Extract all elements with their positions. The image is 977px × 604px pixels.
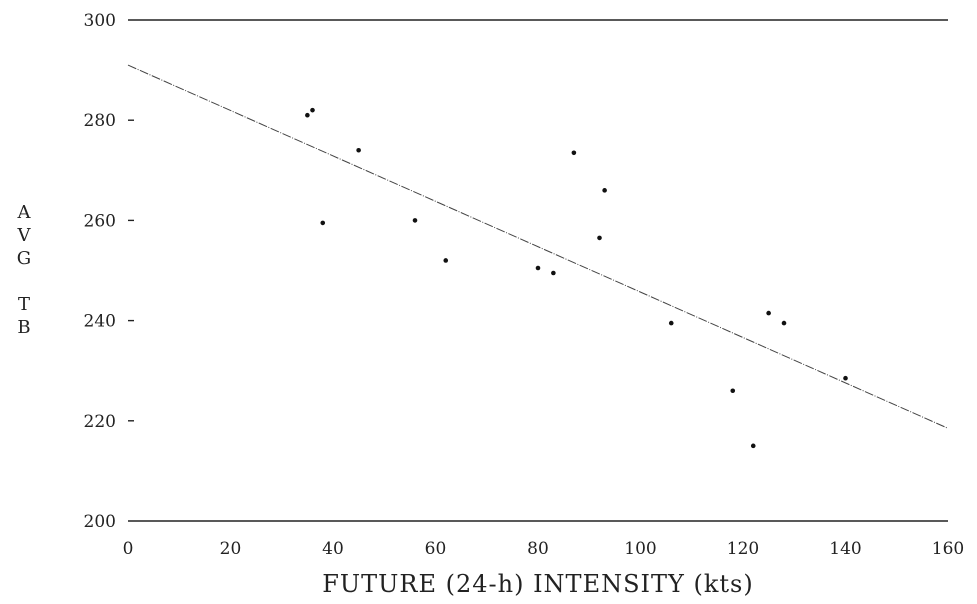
x-tick-label: 80	[527, 539, 549, 559]
y-axis-label-letter: G	[17, 248, 31, 269]
x-tick-label: 40	[322, 539, 344, 559]
axes	[128, 19, 948, 522]
y-tick-label: 300	[84, 11, 116, 31]
data-point	[310, 107, 315, 113]
y-axis-label-letter: V	[17, 225, 32, 246]
regression-line	[127, 64, 949, 429]
x-tick-label: 120	[727, 539, 759, 559]
data-point	[551, 270, 556, 276]
data-point	[750, 443, 756, 449]
y-axis-label: AVG TB	[17, 202, 32, 338]
x-tick-label: 0	[123, 539, 134, 559]
y-axis-label-letter: T	[18, 294, 30, 315]
x-tick-label: 140	[829, 539, 861, 559]
data-point	[320, 220, 326, 226]
x-tick-label: 20	[220, 539, 242, 559]
x-tick-label: 160	[932, 539, 964, 559]
data-point	[602, 188, 607, 193]
y-axis-label-letter: B	[17, 317, 30, 338]
data-point	[597, 235, 602, 241]
data-point	[730, 388, 736, 394]
y-tick-label: 220	[84, 412, 116, 432]
data-point	[781, 320, 787, 326]
y-tick-label: 240	[84, 312, 116, 332]
data-point	[571, 150, 577, 156]
data-point	[356, 147, 361, 153]
data-point	[305, 112, 310, 118]
tick-labels: 200 220 240 260 280 300 0 20 40 60 80 100 120 140 160	[84, 11, 965, 559]
y-tick-label: 200	[84, 512, 116, 532]
data-point	[766, 310, 771, 316]
data-point	[668, 320, 674, 326]
data-points	[305, 107, 848, 449]
data-point	[412, 218, 418, 223]
data-point	[535, 265, 541, 271]
data-point	[443, 258, 449, 263]
y-tick-label: 280	[84, 111, 116, 131]
x-tick-label: 60	[425, 539, 447, 559]
regression-line-group	[127, 64, 949, 429]
y-axis-label-letter: A	[17, 202, 32, 223]
y-tick-label: 260	[84, 211, 116, 231]
x-tick-label: 100	[624, 539, 656, 559]
data-point	[843, 375, 848, 381]
x-axis-label: FUTURE (24-h) INTENSITY (kts)	[322, 570, 753, 598]
